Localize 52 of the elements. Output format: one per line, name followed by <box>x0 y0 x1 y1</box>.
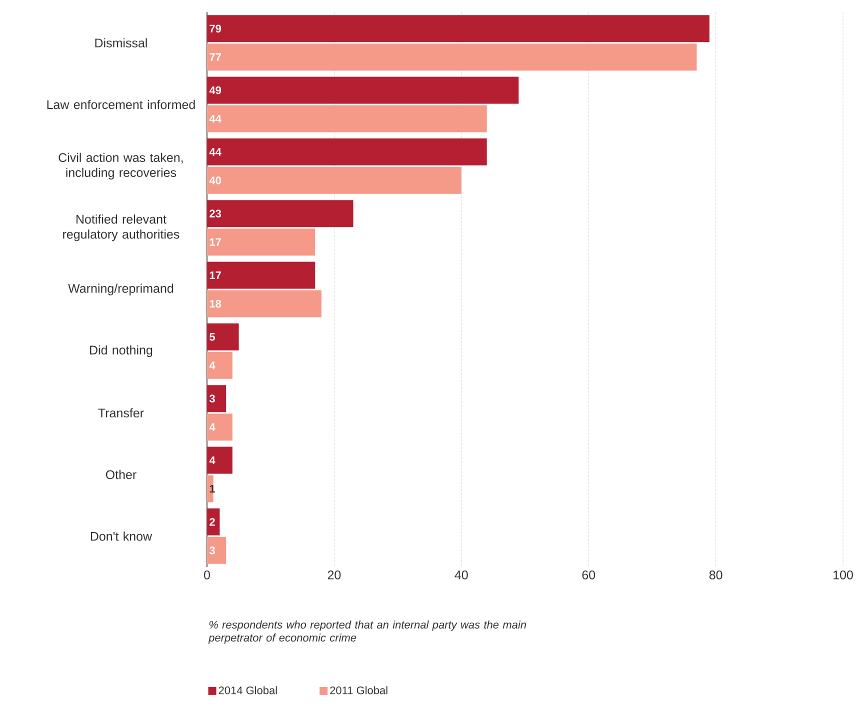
data-label: 79 <box>210 24 222 32</box>
y-tick-label: Did nothing <box>90 345 152 357</box>
bar <box>207 200 354 228</box>
y-tick-label: Don't know <box>90 532 152 541</box>
data-label: 77 <box>210 53 221 61</box>
y-tick-label: Notified relevant regulatory authorities <box>63 214 180 242</box>
bar <box>207 352 232 379</box>
data-label: 17 <box>210 238 221 246</box>
x-tick-label: 60 <box>582 570 596 580</box>
bar <box>207 385 226 412</box>
y-tick-label: Warning/reprimand <box>68 284 174 296</box>
bar <box>207 323 239 350</box>
bar <box>207 76 519 104</box>
x-tick-label: 20 <box>328 570 341 580</box>
legend-label: 2011 Global <box>330 686 388 694</box>
text: % respondents who reported that an internal party was the main perpetrator of economic crime <box>208 620 526 644</box>
data-label: 4 <box>209 456 216 464</box>
data-label: 40 <box>209 176 221 184</box>
x-tick-label: 100 <box>834 570 853 580</box>
y-tick-label: Dismissal <box>95 38 147 48</box>
bar <box>207 536 226 564</box>
y-tick-label: Other <box>106 470 136 480</box>
bar <box>207 508 220 536</box>
data-label: 44 <box>209 114 222 123</box>
bar <box>207 290 322 318</box>
bar <box>207 166 462 194</box>
x-tick-label: 0 <box>204 570 210 580</box>
data-label: 44 <box>209 148 222 156</box>
data-label: 3 <box>209 394 215 402</box>
data-label: 23 <box>210 210 222 218</box>
bar <box>207 262 316 289</box>
y-tick-label: Transfer <box>98 408 144 418</box>
y-tick-label: Civil action was taken, including recoveries <box>58 152 183 180</box>
bar <box>207 44 697 71</box>
x-tick-label: 40 <box>454 570 468 580</box>
data-label: 3 <box>209 546 215 554</box>
x-tick-label: 80 <box>709 570 722 580</box>
bar <box>207 138 487 166</box>
data-label: 18 <box>210 300 222 308</box>
bar <box>207 15 710 42</box>
data-label: 17 <box>210 271 221 280</box>
bar <box>207 414 232 441</box>
bar <box>207 228 316 256</box>
data-label: 4 <box>209 423 216 431</box>
bar <box>207 446 232 474</box>
data-label: 2 <box>210 518 215 526</box>
data-label: 49 <box>209 86 222 94</box>
data-label: 4 <box>209 362 216 370</box>
data-label: 5 <box>210 333 216 341</box>
y-tick-label: Law enforcement informed <box>47 100 195 110</box>
bar <box>207 105 487 132</box>
legend-label: 2014 Global <box>218 686 277 694</box>
